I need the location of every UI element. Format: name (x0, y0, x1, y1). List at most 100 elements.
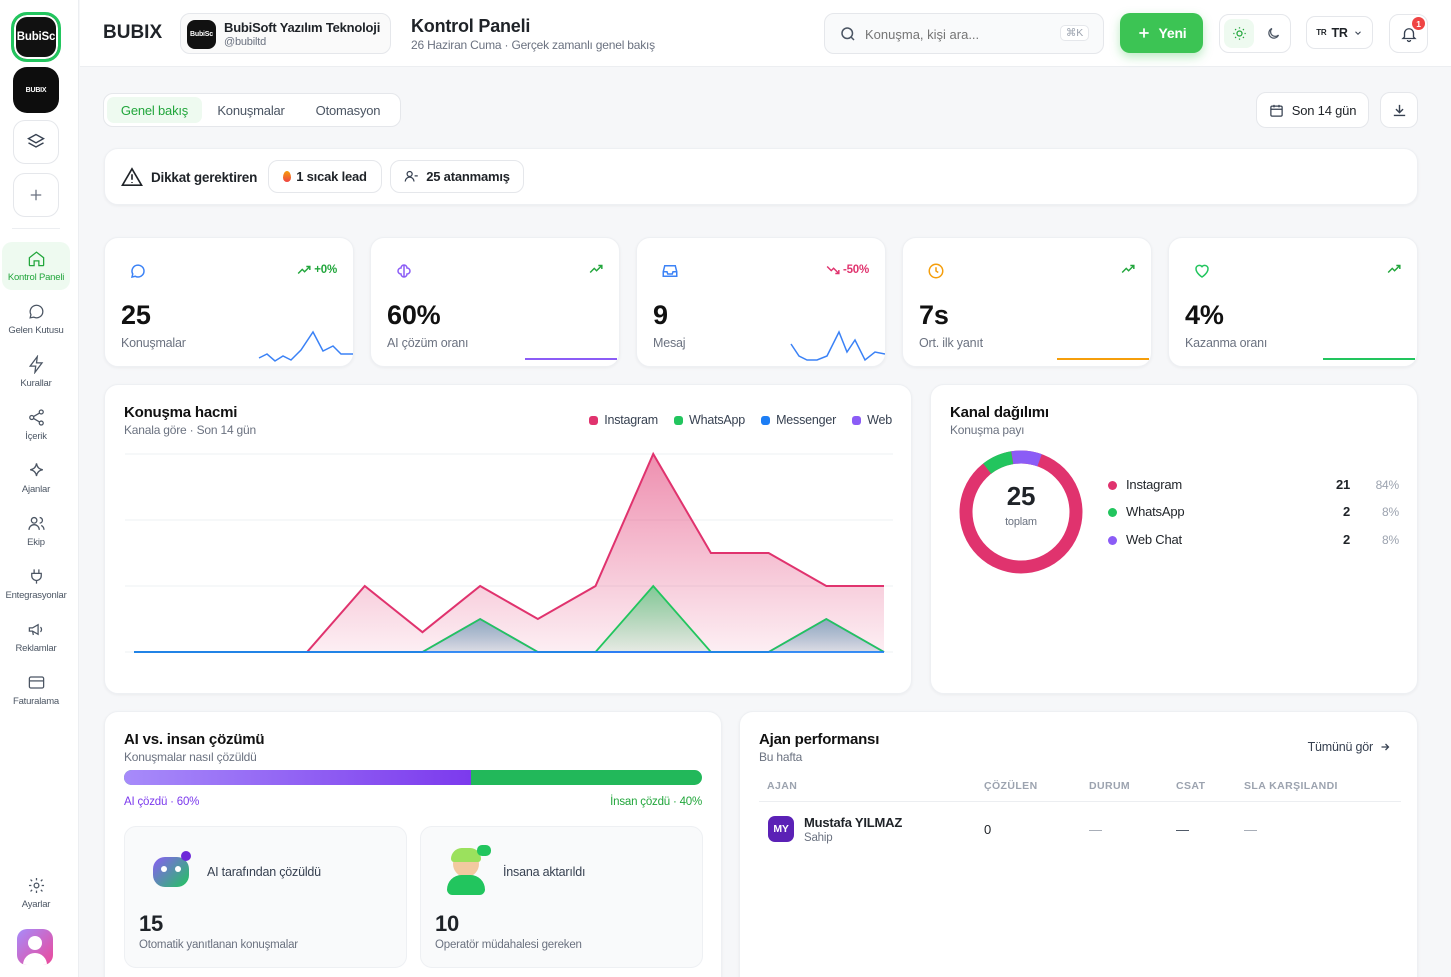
kpi-trend (589, 264, 603, 274)
channel-name: WhatsApp (1126, 504, 1185, 519)
kpi-value: 4% (1185, 300, 1224, 330)
ai-card-value: 15 (139, 911, 164, 936)
nav-ajanlar[interactable]: Ajanlar (2, 454, 70, 502)
col-header-solved[interactable]: ÇÖZÜLEN (984, 780, 1038, 792)
layers-button[interactable] (13, 120, 59, 164)
chat-bubble-icon (130, 264, 145, 278)
col-header-agent[interactable]: AJAN (767, 780, 798, 792)
volume-chart-card: Konuşma hacmi Kanala göre · Son 14 gün I… (104, 384, 912, 694)
kpi-trend (1387, 264, 1401, 274)
notification-badge: 1 (1412, 17, 1425, 30)
tab-otomasyon[interactable]: Otomasyon (315, 102, 381, 118)
unassigned-chip[interactable]: 25 atanmamış (390, 160, 524, 193)
legend-messenger: Messenger (761, 413, 836, 427)
add-workspace-button[interactable] (13, 173, 59, 217)
channel-dot (1108, 536, 1117, 545)
agent-solved: 0 (984, 822, 992, 837)
kpi-card-first-response[interactable]: 7s Ort. ilk yanıt (902, 237, 1152, 367)
nav-entegrasyonlar[interactable]: Entegrasyonlar (2, 560, 70, 608)
col-header-csat[interactable]: CSAT (1176, 780, 1206, 792)
kpi-label: Kazanma oranı (1185, 336, 1268, 350)
light-mode-button[interactable] (1224, 19, 1254, 48)
volume-legend: Instagram WhatsApp Messenger Web (589, 413, 892, 427)
nav-label: Gelen Kutusu (8, 325, 64, 336)
nav-faturalama[interactable]: Faturalama (2, 666, 70, 714)
view-tabs: Genel bakış Konuşmalar Otomasyon (103, 93, 401, 127)
trend-down-icon (826, 265, 840, 275)
donut-segment-web (959, 450, 1083, 574)
nav-gelen-kutusu[interactable]: Gelen Kutusu (2, 295, 70, 343)
kpi-card-messages[interactable]: -50% 9 Mesaj (636, 237, 886, 367)
table-row[interactable]: MY Mustafa YILMAZ Sahip 0 — — — (759, 810, 1401, 850)
dark-mode-button[interactable] (1258, 19, 1288, 48)
plus-icon (30, 189, 42, 201)
nav-kontrol-paneli[interactable]: Kontrol Paneli (2, 242, 70, 290)
hot-lead-chip[interactable]: 1 sıcak lead (268, 160, 382, 193)
inbox-icon (662, 265, 678, 277)
workspace-switcher[interactable]: BubiSc (11, 12, 61, 62)
channel-dot (1108, 508, 1117, 517)
agent-role: Sahip (804, 832, 833, 844)
notifications-button[interactable]: 1 (1389, 14, 1428, 53)
human-card-title: İnsana aktarıldı (503, 865, 586, 879)
language-select[interactable]: TR TR (1306, 16, 1373, 49)
search-input[interactable] (865, 23, 1045, 45)
org-switcher[interactable]: BubiSc BubiSoft Yazılım Teknoloji @bubil… (180, 13, 391, 54)
nav-icerik[interactable]: İçerik (2, 401, 70, 449)
new-button[interactable]: Yeni (1120, 13, 1203, 53)
col-header-status[interactable]: DURUM (1089, 780, 1131, 792)
legend-instagram: Instagram (589, 413, 658, 427)
sun-icon (1232, 27, 1246, 40)
megaphone-icon (28, 623, 42, 636)
kpi-card-win-rate[interactable]: 4% Kazanma oranı (1168, 237, 1418, 367)
nav-label: Faturalama (12, 696, 60, 707)
nav-ayarlar[interactable]: Ayarlar (2, 869, 70, 917)
legend-label: Messenger (776, 413, 837, 427)
trend-up-icon (1121, 264, 1135, 274)
donut-total: 25 (1006, 481, 1036, 511)
channel-row-webchat[interactable]: Web Chat 2 8% (1108, 532, 1399, 552)
channel-row-instagram[interactable]: Instagram 21 84% (1108, 477, 1399, 497)
kpi-sparkline (1323, 358, 1415, 360)
nav-reklamlar[interactable]: Reklamlar (2, 613, 70, 661)
bell-icon (1400, 27, 1417, 42)
nav-kurallar[interactable]: Kurallar (2, 348, 70, 396)
agent-csat: — (1176, 822, 1189, 837)
kpi-value: 60% (387, 300, 441, 330)
brand-text: BUBIX (103, 22, 163, 43)
robot-icon (149, 849, 195, 895)
org-handle: @bubiltd (224, 36, 266, 48)
download-button[interactable] (1380, 92, 1418, 128)
search-box[interactable]: ⌘K (824, 13, 1104, 54)
brain-icon (397, 264, 411, 278)
see-all-link[interactable]: Tümünü gör (1308, 740, 1391, 754)
tab-konusmalar[interactable]: Konuşmalar (217, 102, 285, 118)
kpi-value: 25 (121, 300, 151, 330)
calendar-icon (1269, 104, 1283, 117)
kpi-card-conversations[interactable]: +0% 25 Konuşmalar (104, 237, 354, 367)
agent-sla: — (1244, 822, 1257, 837)
ai-progress-fill (124, 770, 471, 785)
kpi-card-ai-resolution[interactable]: 60% AI çözüm oranı (370, 237, 620, 367)
human-handoff-card[interactable]: İnsana aktarıldı 10 Operatör müdahalesi … (420, 826, 703, 968)
search-shortcut: ⌘K (1059, 25, 1089, 41)
channel-row-whatsapp[interactable]: WhatsApp 2 8% (1108, 504, 1399, 524)
nav-ekip[interactable]: Ekip (2, 507, 70, 555)
theme-toggle[interactable] (1219, 14, 1291, 53)
nav-label: İçerik (25, 431, 47, 442)
chat-icon (28, 304, 43, 319)
ai-resolved-card[interactable]: AI tarafından çözüldü 15 Otomatik yanıtl… (124, 826, 407, 968)
user-avatar[interactable] (17, 929, 53, 965)
agents-title: Ajan performansı (759, 731, 880, 748)
nav-label: Entegrasyonlar (5, 590, 67, 601)
nav-label: Kontrol Paneli (7, 272, 65, 283)
workspace-logo[interactable]: BUBIX (13, 67, 59, 113)
human-card-value: 10 (435, 911, 460, 936)
date-range-button[interactable]: Son 14 gün (1256, 92, 1369, 128)
sparkle-icon (29, 463, 43, 477)
col-header-sla[interactable]: SLA KARŞILANDI (1244, 780, 1338, 792)
channel-count: 2 (1343, 504, 1351, 519)
home-icon (28, 251, 44, 267)
attention-bar: Dikkat gerektiren 1 sıcak lead 25 atanma… (104, 148, 1418, 205)
tab-genel-bakis[interactable]: Genel bakış (107, 97, 202, 123)
